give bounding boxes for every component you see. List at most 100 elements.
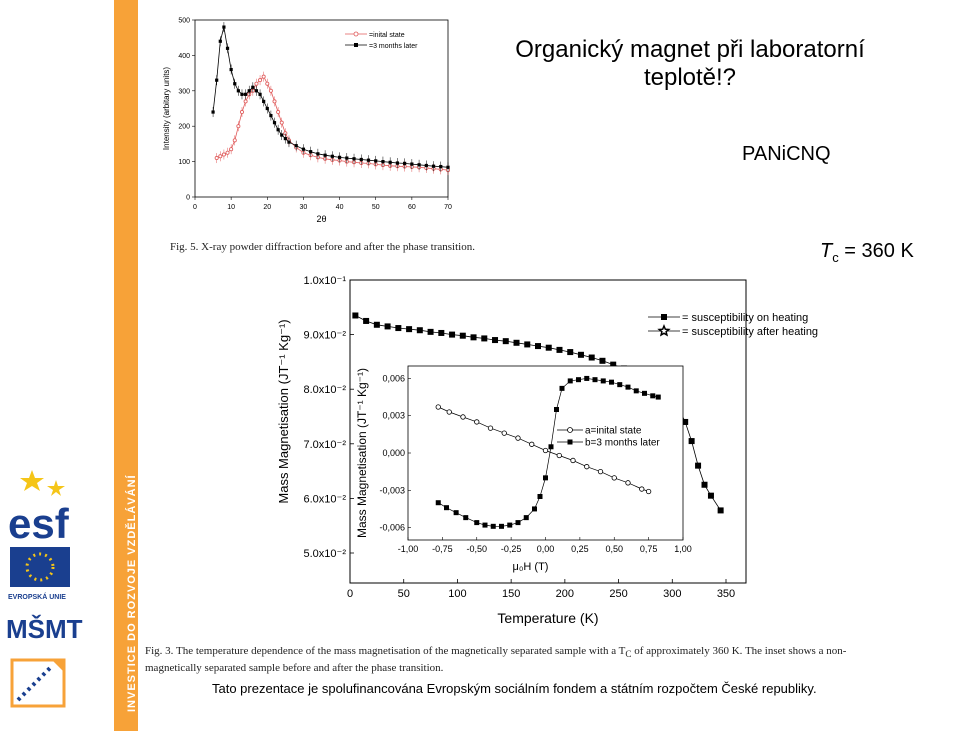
inset-data-point <box>529 441 535 447</box>
xrd-data-point <box>222 25 226 29</box>
inset-x-tick-label: 0,00 <box>537 544 555 554</box>
mag-x-tick-label: 200 <box>556 588 574 600</box>
xrd-data-point <box>316 152 320 156</box>
mag-data-point <box>588 354 595 361</box>
mag-y-tick-label: 8.0x10⁻² <box>304 384 347 396</box>
xrd-x-tick-label: 20 <box>263 204 271 211</box>
fig3-caption-line2: magnetically separated sample before and… <box>145 662 444 675</box>
xrd-data-point <box>265 106 269 111</box>
inset-data-point <box>490 523 496 529</box>
xrd-data-point <box>236 124 241 129</box>
inset-x-axis-label: μ₀H (T) <box>513 561 549 573</box>
inset-data-point <box>567 378 573 384</box>
mag-data-point <box>695 462 702 469</box>
inset-x-tick-label: -0,75 <box>432 544 453 554</box>
inset-x-tick-label: 0,50 <box>605 544 623 554</box>
xrd-data-point <box>417 163 421 167</box>
fig3-caption: Fig. 3. The temperature dependence of th… <box>145 644 960 675</box>
footer-text: Tato prezentace je spolufinancována Evro… <box>212 681 817 696</box>
xrd-data-point <box>236 89 240 93</box>
inset-y-tick-label: 0,003 <box>382 411 405 421</box>
mag-y-tick-label: 7.0x10⁻² <box>304 439 347 451</box>
xrd-data-point <box>240 92 244 96</box>
xrd-data-point <box>359 157 363 162</box>
mag-data-point <box>524 341 531 348</box>
logo-column: esf EVROPSKÁ UNIE MŠMT <box>0 0 114 731</box>
xrd-data-point <box>294 144 298 148</box>
tc-value: = 360 K <box>838 240 914 262</box>
xrd-x-tick-label: 60 <box>408 204 416 211</box>
xrd-data-point <box>269 113 273 118</box>
critical-temperature: Tc = 360 K <box>820 240 914 265</box>
xrd-data-point <box>247 89 251 93</box>
xrd-data-point <box>431 164 436 168</box>
mag-legend-marker <box>661 314 667 320</box>
esf-logo: esf <box>8 465 90 547</box>
xrd-data-point <box>229 67 233 72</box>
xrd-data-point <box>323 153 327 157</box>
xrd-data-point <box>366 158 371 162</box>
xrd-data-point <box>225 150 230 155</box>
inset-data-point <box>487 425 494 431</box>
inset-y-tick-label: -0,003 <box>379 485 405 495</box>
xrd-legend-label: =inital state <box>369 32 405 39</box>
xrd-data-point <box>218 154 223 159</box>
mag-data-point <box>406 326 413 333</box>
inset-data-point <box>543 475 548 481</box>
mag-data-point <box>556 346 563 353</box>
mag-y-tick-label: 9.0x10⁻² <box>304 330 347 342</box>
mag-y-tick-label: 1.0x10⁻¹ <box>304 275 347 287</box>
xrd-y-tick-label: 500 <box>178 18 190 25</box>
mag-data-point <box>513 339 520 346</box>
xrd-data-point <box>345 156 349 160</box>
mag-y-axis-label: Mass Magnetisation (JT⁻¹ Kg⁻¹) <box>276 319 291 503</box>
inset-data-point <box>600 378 606 384</box>
inset-data-point <box>592 377 598 383</box>
magnetisation-chart: 0 50 100 150 200 250 300 350 5.0x10⁻² 6.0x10⁻² 7.0… <box>276 275 818 626</box>
mag-data-point <box>395 325 402 332</box>
xrd-data-point <box>268 88 273 93</box>
mag-x-tick-label: 100 <box>448 588 466 600</box>
mag-data-point <box>384 323 391 330</box>
mag-data-point <box>682 418 689 425</box>
inset-data-point <box>453 510 459 516</box>
inset-data-point <box>559 385 565 391</box>
mag-data-point <box>470 334 477 341</box>
mag-x-tick-label: 350 <box>717 588 735 600</box>
inset-data-point <box>446 409 452 415</box>
inset-data-point <box>548 444 554 450</box>
inset-data-point <box>570 457 576 464</box>
inset-data-point <box>617 382 623 388</box>
inset-data-point <box>482 522 488 528</box>
xrd-data-point <box>410 162 414 166</box>
mag-data-point <box>481 335 488 342</box>
inset-data-point <box>633 388 639 394</box>
mag-y-tick-label: 6.0x10⁻² <box>304 493 347 505</box>
xrd-x-tick-label: 50 <box>372 204 380 211</box>
xrd-x-axis-label: 2θ <box>316 214 326 224</box>
inset-data-point <box>499 523 504 529</box>
fig3-caption-line1: Fig. 3. The temperature dependence of th… <box>145 645 626 657</box>
eu-flag-logo: EVROPSKÁ UNIE <box>8 547 70 601</box>
xrd-data-point <box>374 159 378 163</box>
xrd-data-point <box>352 157 356 161</box>
xrd-data-point <box>244 92 248 96</box>
mag-data-point <box>438 329 445 336</box>
logo-panel: esf EVROPSKÁ UNIE MŠMT <box>6 465 90 708</box>
mag-data-point <box>535 343 541 350</box>
mag-x-tick-label: 300 <box>663 588 681 600</box>
mag-x-axis-label: Temperature (K) <box>497 610 598 626</box>
inset-data-point <box>460 414 466 420</box>
xrd-data-point <box>388 160 392 164</box>
inset-data-point <box>576 377 581 383</box>
inset-data-point <box>532 506 537 512</box>
xrd-x-tick-label: 30 <box>300 204 308 211</box>
slide-title-line1: Organický magnet při laboratorní <box>515 36 865 63</box>
inset-series-0 <box>435 404 652 495</box>
inset-data-point <box>645 488 652 495</box>
mag-y-tick-label: 5.0x10⁻² <box>304 548 347 560</box>
mag-data-point <box>577 351 584 358</box>
fig5-caption: Fig. 5. X-ray powder diffraction before … <box>170 241 475 253</box>
inset-x-tick-label: -1,00 <box>398 544 419 554</box>
inset-data-point <box>542 447 549 454</box>
